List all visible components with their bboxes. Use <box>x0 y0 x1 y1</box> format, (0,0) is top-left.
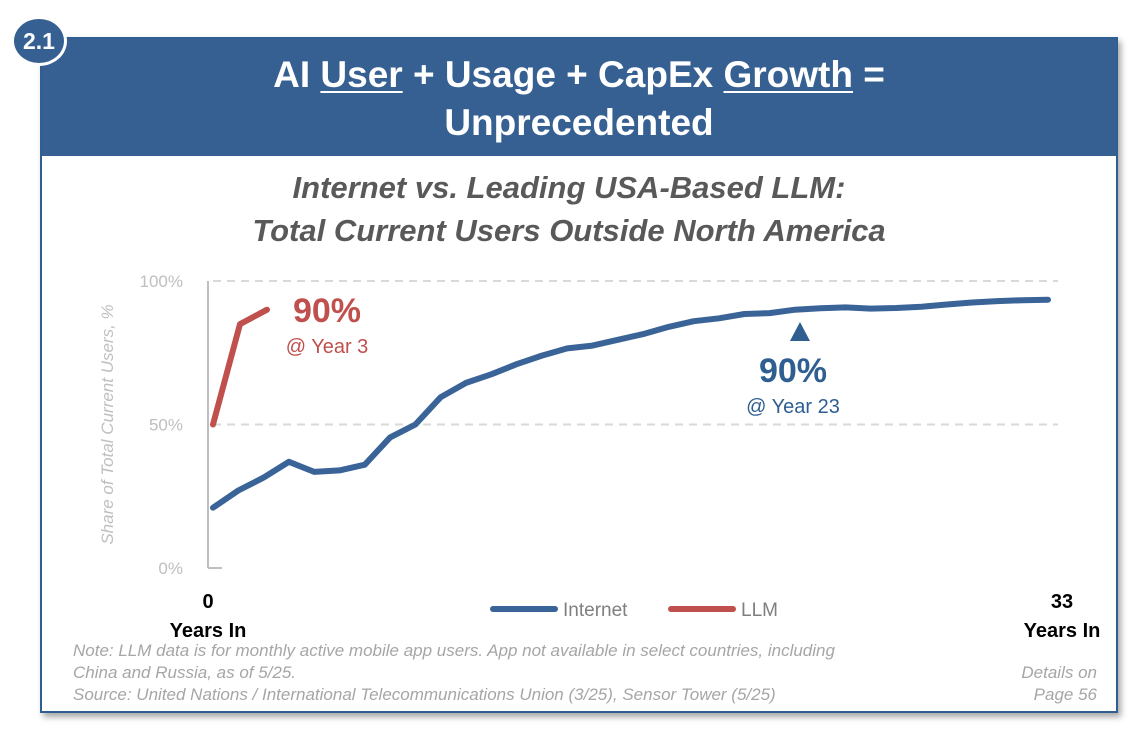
chart-title: Internet vs. Leading USA-Based LLM: Tota… <box>0 166 1138 252</box>
y-axis-label: Share of Total Current Users, % <box>98 304 117 544</box>
x-end-label: 33 <box>1051 591 1073 613</box>
annotation-llm-value: 90% <box>293 292 361 330</box>
section-badge: 2.1 <box>11 16 67 66</box>
annotation-internet-value: 90% <box>759 352 827 390</box>
footnote-line1: Note: LLM data is for monthly active mob… <box>73 641 835 660</box>
x-end-caption: Years In <box>1024 620 1101 642</box>
x-start-caption: Years In <box>170 620 247 642</box>
series-line-internet <box>210 296 1051 511</box>
annotation-internet-caption: @ Year 23 <box>746 396 840 418</box>
x-start-label: 0 <box>202 591 213 613</box>
chart-title-line1: Internet vs. Leading USA-Based LLM: <box>292 170 846 205</box>
slide-title-line2: Unprecedented <box>444 102 714 143</box>
slide-header: AI User + Usage + CapEx Growth = Unprece… <box>42 39 1116 156</box>
title-seg-0: AI <box>273 54 321 95</box>
page-reference-line2: Page 56 <box>1033 685 1097 704</box>
y-tick-labels: 0% 50% 100% <box>140 272 183 578</box>
page-reference-line1: Details on <box>1021 663 1097 682</box>
series <box>210 296 1051 511</box>
x-axis-labels: 0 Years In 33 Years In <box>170 591 1101 642</box>
page-reference: Details on Page 56 <box>1021 662 1097 706</box>
slide-card: AI User + Usage + CapEx Growth = Unprece… <box>40 37 1118 713</box>
slide-title-line1: AI User + Usage + CapEx Growth = <box>42 51 1116 99</box>
annotation-llm-caption: @ Year 3 <box>286 336 369 358</box>
y-tick-label: 0% <box>158 559 183 578</box>
title-seg-user: User <box>320 54 403 95</box>
y-tick-label: 100% <box>140 272 183 291</box>
series-line-llm <box>210 306 270 428</box>
triangle-marker-icon <box>789 322 810 341</box>
title-seg-2: + Usage + CapEx <box>402 54 724 95</box>
annotations: 90% @ Year 3 90% @ Year 23 <box>286 292 840 418</box>
grid <box>208 280 1058 569</box>
legend-label-llm: LLM <box>741 600 778 621</box>
footnote-line2: China and Russia, as of 5/25. <box>73 663 297 682</box>
legend-label-internet: Internet <box>563 600 628 621</box>
title-seg-4: = <box>852 54 885 95</box>
title-seg-growth: Growth <box>723 54 853 95</box>
footnote: Note: LLM data is for monthly active mob… <box>73 640 1003 706</box>
legend: Internet LLM <box>490 600 778 621</box>
footnote-source: Source: United Nations / International T… <box>73 685 776 704</box>
y-tick-label: 50% <box>149 416 183 435</box>
chart-title-line2: Total Current Users Outside North Americ… <box>252 213 886 248</box>
